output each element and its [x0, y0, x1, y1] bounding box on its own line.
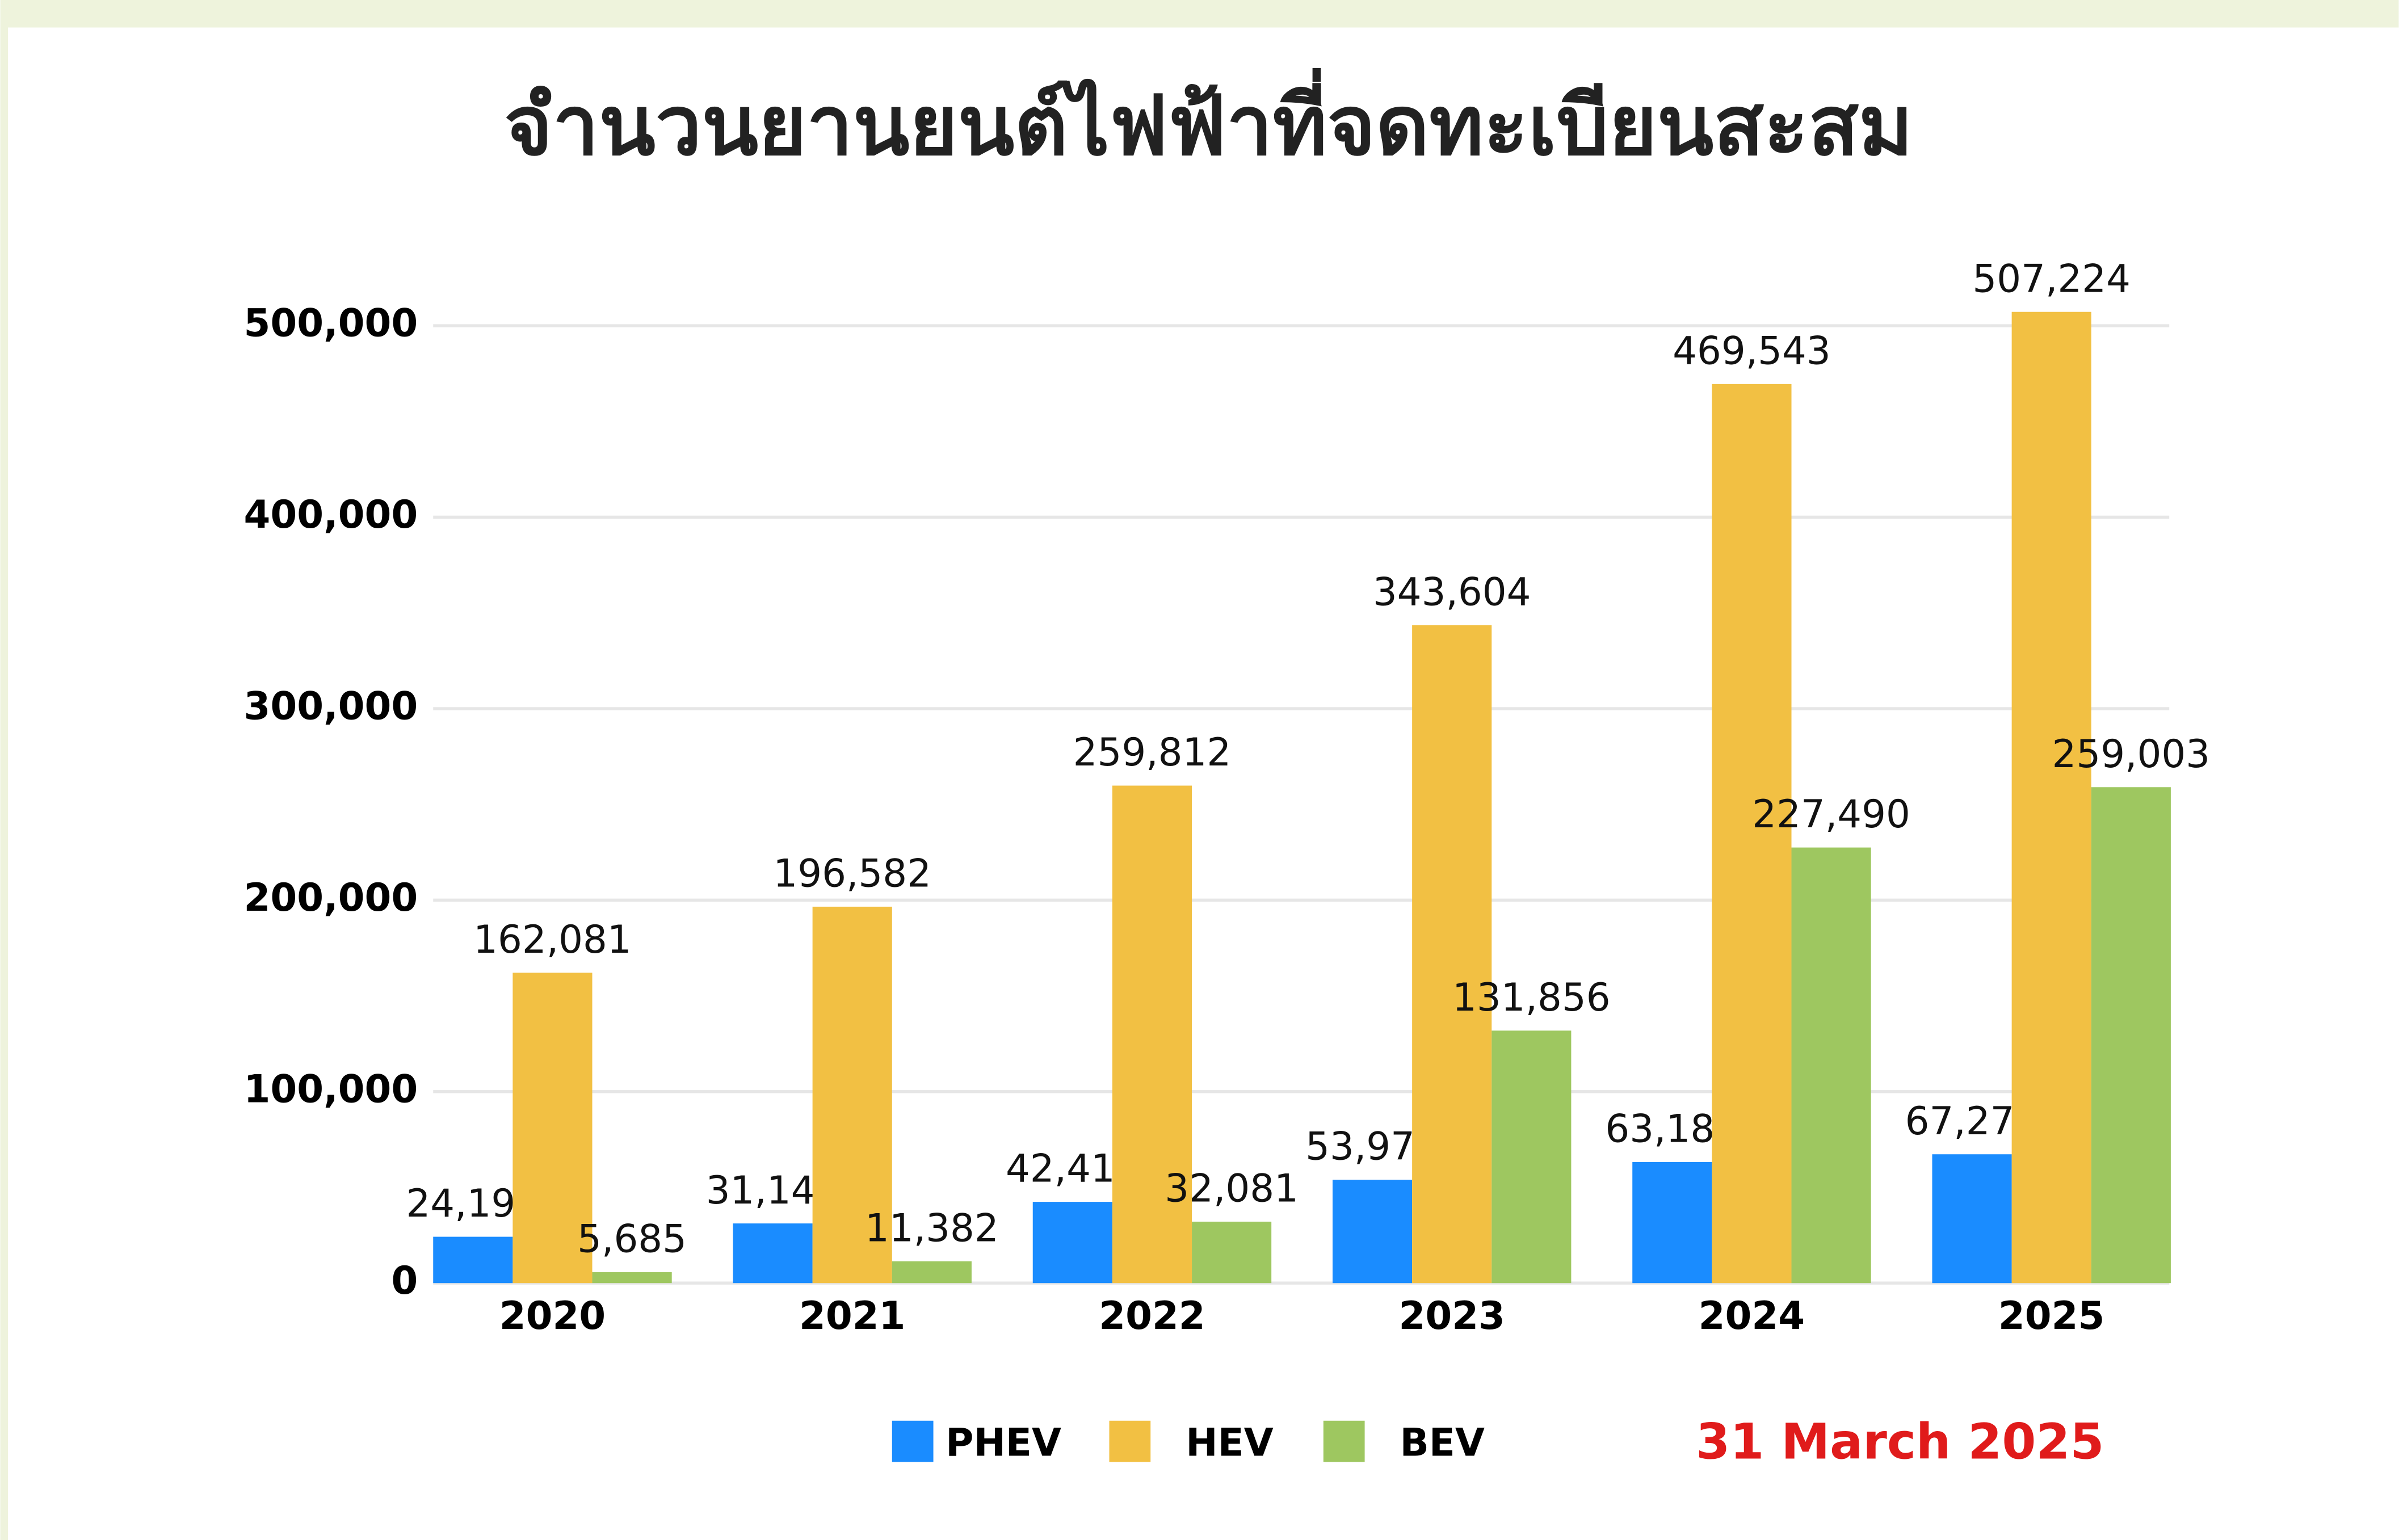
- bar: [733, 1223, 813, 1284]
- value-label: 343,604: [1373, 569, 1531, 614]
- value-label: 227,490: [1752, 792, 1910, 836]
- value-label: 162,081: [473, 917, 632, 962]
- bar: [1712, 384, 1792, 1284]
- bar: [812, 906, 892, 1284]
- bar: [1492, 1030, 1572, 1284]
- x-tick-label: 2022: [1099, 1293, 1205, 1338]
- bar: [2091, 787, 2171, 1284]
- legend-swatch: [892, 1420, 934, 1462]
- y-tick-label: 100,000: [243, 1066, 418, 1111]
- legend-label: BEV: [1400, 1420, 1485, 1465]
- y-tick-label: 500,000: [243, 301, 418, 346]
- value-label: 196,582: [773, 851, 931, 896]
- x-tick-label: 2024: [1699, 1293, 1805, 1338]
- bar: [512, 973, 593, 1284]
- y-tick-label: 300,000: [243, 683, 418, 728]
- annotation: 31 March 2025: [1696, 1413, 2104, 1470]
- bar: [1192, 1221, 1272, 1284]
- legend-swatch: [1109, 1420, 1151, 1462]
- bar: [592, 1272, 672, 1284]
- value-label: 11,382: [865, 1205, 999, 1250]
- bar: [892, 1261, 972, 1284]
- value-label: 131,856: [1452, 975, 1611, 1020]
- bar: [1032, 1202, 1112, 1284]
- bar: [1932, 1154, 2012, 1284]
- value-label: 259,812: [1073, 730, 1232, 775]
- x-tick-label: 2021: [799, 1293, 905, 1338]
- legend-label: PHEV: [946, 1420, 1061, 1465]
- card: [7, 27, 2399, 1540]
- legend-label: HEV: [1186, 1420, 1274, 1465]
- bar: [1412, 625, 1492, 1284]
- bar: [1632, 1162, 1712, 1284]
- y-tick-label: 200,000: [243, 875, 418, 920]
- x-tick-label: 2023: [1398, 1293, 1505, 1338]
- value-label: 32,081: [1165, 1166, 1299, 1211]
- value-label: 5,685: [577, 1217, 687, 1261]
- bar: [1332, 1180, 1413, 1284]
- y-tick-label: 0: [391, 1258, 418, 1303]
- legend-swatch: [1323, 1420, 1365, 1462]
- chart-title: จำนวนยานยนต์ไฟฟ้าที่จดทะเบียนสะสม: [504, 68, 1913, 174]
- bar: [1112, 785, 1192, 1284]
- value-label: 259,003: [2052, 731, 2211, 776]
- x-tick-label: 2020: [499, 1293, 606, 1338]
- bar: [1791, 847, 1871, 1284]
- value-label: 469,543: [1673, 328, 1831, 373]
- bar: [2011, 312, 2091, 1284]
- x-tick-label: 2025: [1998, 1293, 2104, 1338]
- bar: [433, 1236, 513, 1284]
- value-label: 507,224: [1972, 256, 2131, 301]
- y-tick-label: 400,000: [243, 492, 418, 537]
